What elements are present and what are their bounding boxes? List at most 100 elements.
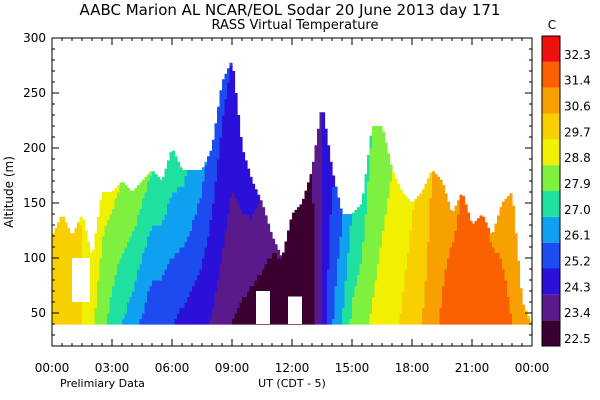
heatmap-cell <box>242 152 246 155</box>
heatmap-cell <box>279 255 283 259</box>
heatmap-cell <box>199 170 203 177</box>
heatmap-cell <box>499 318 503 325</box>
heatmap-cell <box>207 274 211 281</box>
heatmap-cell <box>57 236 61 243</box>
heatmap-cell <box>507 291 511 298</box>
heatmap-cell <box>502 269 506 276</box>
heatmap-cell <box>387 241 391 248</box>
heatmap-cell <box>187 225 191 232</box>
heatmap-cell <box>227 307 231 314</box>
heatmap-cell <box>402 219 406 226</box>
heatmap-cell <box>182 280 186 287</box>
heatmap-cell <box>367 230 371 237</box>
heatmap-cell <box>324 153 328 160</box>
heatmap-cell <box>349 302 353 309</box>
heatmap-cell <box>392 313 396 320</box>
heatmap-cell <box>114 274 118 281</box>
heatmap-cell <box>227 68 231 72</box>
heatmap-cell <box>229 170 233 177</box>
heatmap-cell <box>259 269 263 276</box>
heatmap-cell <box>242 252 246 259</box>
heatmap-cell <box>252 269 256 276</box>
heatmap-cell <box>157 302 161 309</box>
heatmap-cell <box>204 241 208 248</box>
heatmap-cell <box>154 313 158 320</box>
heatmap-cell <box>214 296 218 303</box>
colorbar-swatch <box>542 268 560 295</box>
heatmap-cell <box>64 313 68 320</box>
heatmap-cell <box>159 181 163 188</box>
heatmap-cell <box>422 208 426 215</box>
heatmap-cell <box>392 280 396 287</box>
heatmap-cell <box>234 115 238 122</box>
heatmap-cell <box>282 318 286 325</box>
heatmap-cell <box>264 241 268 248</box>
heatmap-cell <box>227 280 231 287</box>
heatmap-cell <box>504 247 508 254</box>
heatmap-cell <box>257 252 261 259</box>
heatmap-cell <box>112 252 116 259</box>
heatmap-cell <box>312 225 316 232</box>
heatmap-cell <box>177 318 181 325</box>
heatmap-cell <box>174 236 178 243</box>
heatmap-cell <box>424 252 428 259</box>
heatmap-cell <box>399 258 403 265</box>
heatmap-cell <box>177 258 181 265</box>
heatmap-cell <box>152 269 156 276</box>
heatmap-cell <box>224 186 228 193</box>
heatmap-cell <box>172 186 176 193</box>
heatmap-cell <box>447 208 451 215</box>
heatmap-cell <box>429 269 433 276</box>
heatmap-cell <box>412 285 416 292</box>
heatmap-cell <box>459 274 463 281</box>
heatmap-cell <box>142 241 146 248</box>
heatmap-cell <box>184 313 188 320</box>
heatmap-cell <box>107 263 111 270</box>
heatmap-cell <box>482 216 486 221</box>
heatmap-cell <box>377 164 381 171</box>
heatmap-cell <box>512 225 516 232</box>
heatmap-cell <box>107 302 111 309</box>
heatmap-cell <box>434 174 438 177</box>
x-tick-label: 06:00 <box>155 361 190 375</box>
heatmap-cell <box>174 159 178 166</box>
heatmap-cell <box>367 263 371 270</box>
heatmap-cell <box>184 214 188 221</box>
heatmap-cell <box>402 313 406 320</box>
heatmap-cell <box>294 274 298 281</box>
heatmap-cell <box>229 120 233 127</box>
heatmap-cell <box>502 296 506 303</box>
heatmap-cell <box>389 170 393 177</box>
heatmap-cell <box>189 241 193 248</box>
heatmap-cell <box>239 164 243 171</box>
heatmap-cell <box>439 269 443 276</box>
heatmap-cell <box>324 192 328 199</box>
heatmap-cell <box>394 236 398 243</box>
heatmap-cell <box>344 269 348 276</box>
heatmap-cell <box>394 230 398 237</box>
heatmap-cell <box>189 291 193 298</box>
heatmap-cell <box>212 307 216 314</box>
heatmap-cell <box>87 318 91 325</box>
heatmap-cell <box>52 263 56 270</box>
heatmap-cell <box>279 274 283 281</box>
heatmap-cell <box>202 291 206 298</box>
heatmap-cell <box>127 296 131 303</box>
heatmap-cell <box>227 252 231 259</box>
heatmap-cell <box>372 252 376 259</box>
heatmap-cell <box>379 164 383 171</box>
heatmap-cell <box>369 302 373 309</box>
heatmap-cell <box>437 307 441 314</box>
heatmap-cell <box>239 313 243 320</box>
heatmap-cell <box>407 236 411 243</box>
heatmap-cell <box>307 197 311 204</box>
heatmap-cell <box>137 236 141 243</box>
heatmap-cell <box>207 181 211 188</box>
heatmap-cell <box>449 318 453 325</box>
heatmap-cell <box>222 230 226 237</box>
heatmap-cell <box>222 219 226 226</box>
heatmap-cell <box>404 252 408 259</box>
heatmap-cell <box>219 148 223 155</box>
heatmap-cell <box>474 280 478 287</box>
heatmap-cell <box>419 203 423 210</box>
